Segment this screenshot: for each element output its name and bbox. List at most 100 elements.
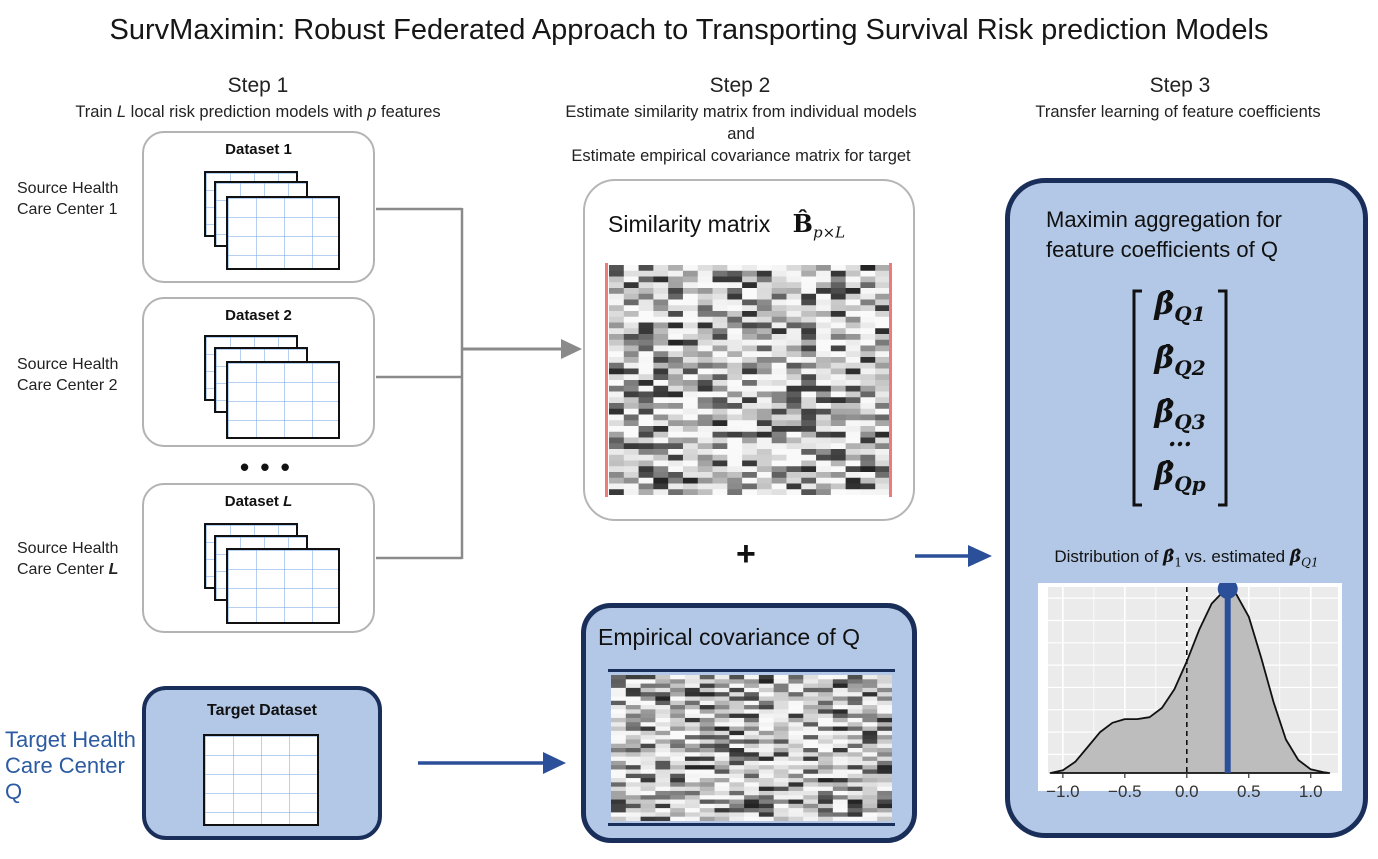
- heatmap-cell: [848, 808, 863, 813]
- heatmap-cell: [860, 461, 875, 467]
- heatmap-cell: [744, 804, 759, 809]
- heatmap-cell: [831, 317, 846, 323]
- heatmap-cell: [729, 795, 744, 800]
- heatmap-cell: [685, 791, 700, 796]
- heatmap-cell: [801, 334, 816, 340]
- heatmap-cell: [877, 791, 892, 796]
- maximin-label-line2: feature coefficients of Q: [1046, 235, 1282, 265]
- heatmap-cell: [698, 438, 713, 444]
- heatmap-cell: [698, 271, 713, 277]
- heatmap-cell: [624, 300, 639, 306]
- heatmap-cell: [698, 317, 713, 323]
- heatmap-cell: [831, 340, 846, 346]
- heatmap-cell: [848, 761, 863, 766]
- heatmap-cell: [846, 397, 861, 403]
- heatmap-cell: [786, 420, 801, 426]
- heatmap-cell: [757, 426, 772, 432]
- heatmap-cell: [626, 795, 641, 800]
- vector-entry-p-sub: Qp: [1174, 472, 1205, 496]
- heatmap-cell: [848, 696, 863, 701]
- heatmap-cell: [772, 380, 787, 386]
- heatmap-cell: [757, 328, 772, 334]
- heatmap-cell: [639, 489, 654, 495]
- heatmap-cell: [786, 472, 801, 478]
- heatmap-cell: [831, 363, 846, 369]
- heatmap-cell: [831, 484, 846, 490]
- heatmap-cell: [772, 265, 787, 271]
- heatmap-cell: [833, 696, 848, 701]
- heatmap-cell: [639, 426, 654, 432]
- heatmap-cell: [626, 769, 641, 774]
- heatmap-cell: [729, 735, 744, 740]
- heatmap-cell: [609, 317, 624, 323]
- heatmap-cell: [772, 374, 787, 380]
- heatmap-cell: [683, 443, 698, 449]
- heatmap-cell: [727, 432, 742, 438]
- heatmap-cell: [759, 688, 774, 693]
- heatmap-cell: [803, 744, 818, 749]
- heatmap-cell: [670, 757, 685, 762]
- heatmap-cell: [641, 795, 656, 800]
- heatmap-cell: [803, 675, 818, 680]
- heatmap-cell: [848, 744, 863, 749]
- heatmap-cell: [713, 369, 728, 375]
- heatmap-cell: [713, 466, 728, 472]
- heatmap-cell: [641, 800, 656, 805]
- heatmap-cell: [744, 692, 759, 697]
- heatmap-cell: [639, 420, 654, 426]
- heatmap-cell: [624, 403, 639, 409]
- heatmap-cell: [639, 466, 654, 472]
- heatmap-cell: [698, 323, 713, 329]
- heatmap-cell: [641, 782, 656, 787]
- heatmap-cell: [848, 800, 863, 805]
- heatmap-cell: [848, 782, 863, 787]
- heatmap-cell: [875, 351, 890, 357]
- heatmap-cell: [848, 812, 863, 817]
- heatmap-cell: [668, 478, 683, 484]
- heatmap-cell: [670, 817, 685, 821]
- heatmap-cell: [846, 449, 861, 455]
- heatmap-cell: [846, 415, 861, 421]
- heatmap-cell: [624, 357, 639, 363]
- heatmap-cell: [727, 311, 742, 317]
- heatmap-cell: [860, 363, 875, 369]
- heatmap-cell: [757, 357, 772, 363]
- heatmap-cell: [639, 386, 654, 392]
- heatmap-cell: [875, 277, 890, 283]
- heatmap-cell: [860, 300, 875, 306]
- heatmap-cell: [772, 409, 787, 415]
- heatmap-cell: [831, 357, 846, 363]
- heatmap-cell: [818, 714, 833, 719]
- heatmap-cell: [803, 718, 818, 723]
- heatmap-cell: [727, 363, 742, 369]
- heatmap-cell: [700, 731, 715, 736]
- heatmap-cell: [655, 791, 670, 796]
- heatmap-cell: [803, 709, 818, 714]
- heatmap-cell: [683, 288, 698, 294]
- heatmap-cell: [639, 432, 654, 438]
- plus-sign: +: [736, 535, 756, 574]
- heatmap-cell: [668, 288, 683, 294]
- heatmap-cell: [641, 812, 656, 817]
- heatmap-cell: [639, 484, 654, 490]
- heatmap-cell: [848, 748, 863, 753]
- heatmap-cell: [774, 800, 789, 805]
- vector-entry-p: β̂Qp: [1128, 457, 1232, 496]
- heatmap-cell: [759, 782, 774, 787]
- heatmap-cell: [786, 484, 801, 490]
- heatmap-cell: [742, 369, 757, 375]
- heatmap-cell: [670, 731, 685, 736]
- heatmap-cell: [742, 277, 757, 283]
- heatmap-cell: [875, 300, 890, 306]
- heatmap-cell: [862, 688, 877, 693]
- heatmap-cell: [862, 739, 877, 744]
- heatmap-cell: [685, 684, 700, 689]
- heatmap-cell: [744, 705, 759, 710]
- heatmap-cell: [786, 386, 801, 392]
- heatmap-cell: [801, 415, 816, 421]
- heatmap-cell: [700, 718, 715, 723]
- heatmap-cell: [713, 351, 728, 357]
- heatmap-cell: [803, 701, 818, 706]
- heatmap-cell: [757, 334, 772, 340]
- heatmap-cell: [683, 374, 698, 380]
